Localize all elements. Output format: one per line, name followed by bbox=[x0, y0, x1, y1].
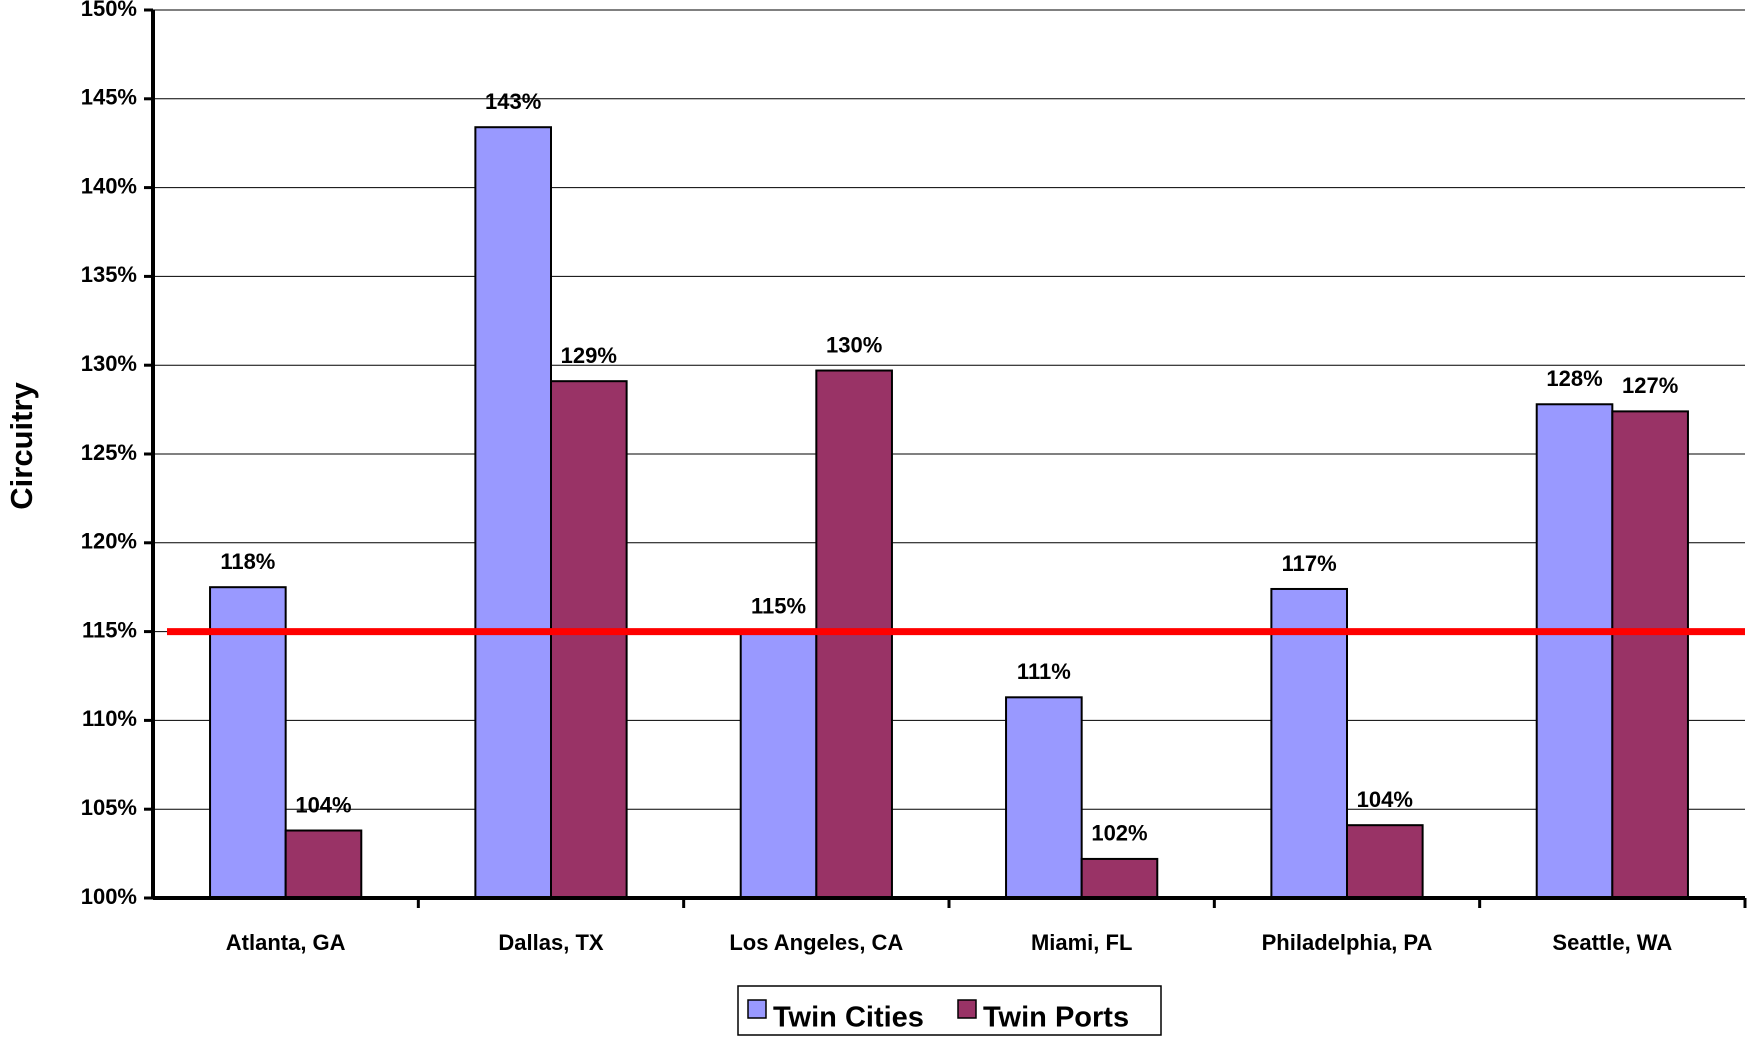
value-label: 130% bbox=[826, 332, 882, 357]
bar bbox=[1346, 824, 1424, 900]
legend-label: Twin Ports bbox=[983, 1002, 1129, 1034]
bar bbox=[1535, 403, 1614, 899]
bar bbox=[739, 630, 818, 899]
x-tick-label: Miami, FL bbox=[1031, 930, 1132, 955]
value-label: 102% bbox=[1091, 821, 1147, 846]
y-tick-label: 130% bbox=[81, 351, 137, 376]
y-tick-label: 100% bbox=[81, 884, 137, 909]
bar bbox=[474, 126, 553, 899]
value-label: 143% bbox=[485, 89, 541, 114]
value-label: 111% bbox=[1017, 659, 1071, 684]
value-label: 127% bbox=[1622, 373, 1678, 398]
legend-box bbox=[737, 985, 1162, 1036]
value-label: 128% bbox=[1546, 366, 1602, 391]
legend-swatch bbox=[957, 999, 977, 1019]
y-tick-label: 140% bbox=[81, 173, 137, 198]
y-tick-label: 105% bbox=[81, 795, 137, 820]
value-label: 117% bbox=[1282, 551, 1337, 576]
bar bbox=[284, 829, 363, 900]
bar bbox=[550, 380, 628, 899]
y-tick-label: 150% bbox=[81, 0, 137, 21]
x-tick-label: Dallas, TX bbox=[498, 930, 603, 955]
x-tick-label: Philadelphia, PA bbox=[1262, 930, 1433, 955]
x-tick-label: Los Angeles, CA bbox=[729, 930, 903, 955]
value-label: 118% bbox=[220, 549, 275, 574]
bar bbox=[1005, 696, 1083, 900]
value-label: 104% bbox=[295, 792, 351, 817]
value-label: 104% bbox=[1357, 787, 1413, 812]
bar bbox=[1270, 587, 1349, 899]
y-tick-label: 135% bbox=[81, 262, 137, 287]
y-tick-label: 110% bbox=[82, 706, 137, 731]
x-tick-label: Seattle, WA bbox=[1552, 930, 1672, 955]
y-tick-label: 145% bbox=[81, 85, 137, 110]
bar bbox=[1611, 410, 1689, 899]
y-axis-label: Circuitry bbox=[4, 382, 39, 510]
value-label: 115% bbox=[751, 593, 806, 618]
bar bbox=[1080, 857, 1159, 899]
x-tick-label: Atlanta, GA bbox=[226, 930, 346, 955]
legend-swatch bbox=[747, 999, 767, 1019]
y-tick-label: 115% bbox=[82, 617, 137, 642]
legend-label: Twin Cities bbox=[773, 1002, 924, 1034]
y-tick-label: 120% bbox=[81, 529, 137, 554]
y-tick-label: 125% bbox=[81, 440, 137, 465]
value-label: 129% bbox=[561, 343, 617, 368]
